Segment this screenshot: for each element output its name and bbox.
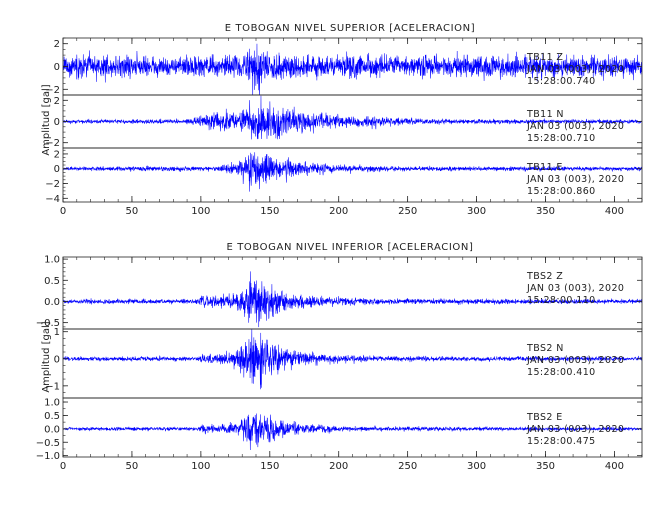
trace-station-label: TBS2 N [526, 343, 564, 354]
y-tick-label: 1 [54, 327, 60, 338]
waveform-series [63, 271, 642, 328]
x-tick-label: 200 [329, 461, 348, 472]
trace-time-label: 15:28:00.110 [527, 295, 596, 306]
y-tick-label: −2 [45, 179, 60, 190]
y-tick-label: 0.0 [44, 297, 60, 308]
trace-time-label: 15:28:00.860 [527, 186, 596, 197]
seismogram-panel-1: E TOBOGAN NIVEL SUPERIOR [ACELERACION] Am… [41, 23, 643, 217]
waveform-series [63, 329, 642, 390]
y-tick-label: 0.5 [44, 411, 60, 422]
y-tick-label: 0 [54, 164, 60, 175]
x-tick-label: 50 [126, 206, 139, 217]
y-tick-label: 2 [54, 39, 60, 50]
waveform-series [63, 43, 642, 95]
y-tick-label: 2 [54, 96, 60, 107]
y-tick-label: −2 [45, 85, 60, 96]
trace-date-label: JAN 03 (003), 2020 [526, 64, 624, 75]
y-tick-label: 0 [54, 354, 60, 365]
trace-date-label: JAN 03 (003), 2020 [526, 355, 624, 366]
y-tick-label: 0.0 [44, 424, 60, 435]
trace-station-label: TB11 N [526, 109, 564, 120]
trace-date-label: JAN 03 (003), 2020 [526, 121, 624, 132]
trace-time-label: 15:28:00.710 [527, 133, 596, 144]
trace-date-label: JAN 03 (003), 2020 [526, 174, 624, 185]
y-tick-label: −0.5 [36, 318, 60, 329]
y-tick-label: 0 [54, 117, 60, 128]
panel-title: E TOBOGAN NIVEL INFERIOR [ACELERACION] [227, 242, 474, 253]
waveform-series [63, 413, 642, 451]
y-tick-label: −0.5 [36, 438, 60, 449]
trace-time-label: 15:28:00.410 [527, 367, 596, 378]
panel-title: E TOBOGAN NIVEL SUPERIOR [ACELERACION] [225, 23, 475, 34]
y-tick-label: 1.0 [44, 255, 60, 266]
x-tick-label: 0 [60, 461, 66, 472]
x-tick-label: 100 [191, 206, 210, 217]
trace-station-label: TBS2 Z [526, 271, 563, 282]
trace-date-label: JAN 03 (003), 2020 [526, 283, 624, 294]
x-axis: 0 50 100 150 200 250 300 350 400 [60, 38, 643, 217]
y-tick-label: 1.0 [44, 398, 60, 409]
trace-time-label: 15:28:00.475 [527, 436, 596, 447]
y-tick-label: −1 [45, 381, 60, 392]
x-tick-label: 150 [260, 206, 279, 217]
y-tick-label: −4 [45, 194, 60, 205]
y-tick-label: 2 [54, 149, 60, 160]
y-tick-label: 0 [54, 62, 60, 73]
y-tick-label: 0.5 [44, 276, 60, 287]
x-tick-label: 150 [260, 461, 279, 472]
x-tick-label: 400 [605, 206, 624, 217]
x-tick-label: 50 [126, 461, 139, 472]
waveform-series [63, 152, 642, 192]
x-tick-label: 250 [398, 206, 417, 217]
seismogram-panel-2: E TOBOGAN NIVEL INFERIOR [ACELERACION] Am… [36, 242, 643, 472]
trace-time-label: 15:28:00.740 [527, 76, 596, 87]
x-tick-label: 100 [191, 461, 210, 472]
trace-station-label: TBS2 E [526, 412, 563, 423]
waveform-series [63, 95, 642, 140]
x-tick-label: 0 [60, 206, 66, 217]
trace-station-label: TB11 E [526, 162, 563, 173]
trace-date-label: JAN 03 (003), 2020 [526, 424, 624, 435]
x-tick-label: 250 [398, 461, 417, 472]
y-axis-label: Amplitud [gal] [41, 321, 52, 392]
x-tick-label: 400 [605, 461, 624, 472]
x-tick-label: 350 [536, 206, 555, 217]
y-axis-label: Amplitud [gal] [41, 84, 52, 155]
x-tick-label: 350 [536, 461, 555, 472]
x-axis: 0 50 100 150 200 250 300 350 400 [60, 257, 643, 472]
y-tick-label: −2 [45, 138, 60, 149]
x-tick-label: 300 [467, 206, 486, 217]
trace-station-label: TB11 Z [526, 52, 563, 63]
y-tick-label: −1.0 [36, 451, 60, 462]
x-tick-label: 200 [329, 206, 348, 217]
x-tick-label: 300 [467, 461, 486, 472]
